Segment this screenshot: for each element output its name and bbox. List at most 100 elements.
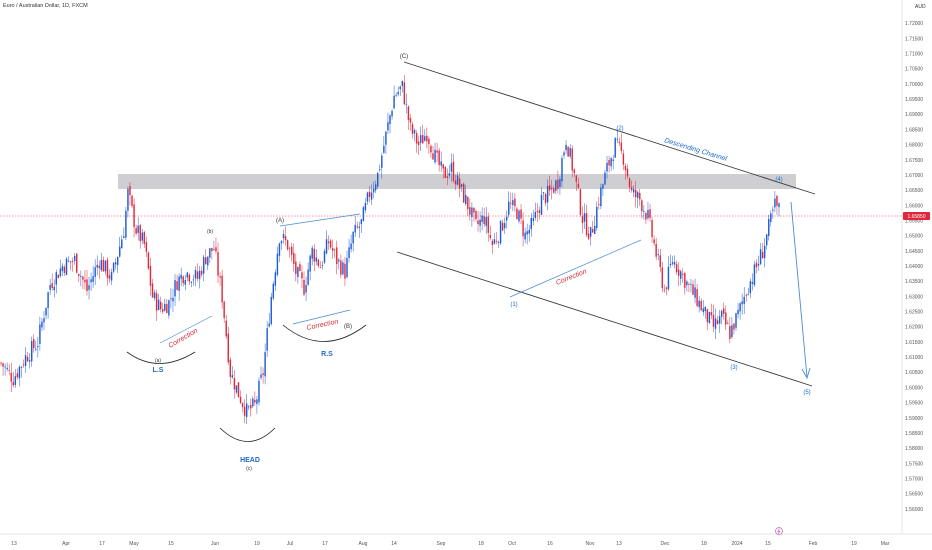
- candle-body: [209, 248, 211, 258]
- candle-body: [182, 276, 184, 284]
- candle-body: [358, 226, 361, 228]
- candle-body: [67, 260, 70, 262]
- candle-body: [200, 270, 203, 275]
- candle-body: [452, 161, 455, 181]
- candle-body: [374, 184, 377, 191]
- candle-body: [379, 169, 381, 171]
- candle-body: [45, 307, 47, 316]
- candle-body: [677, 269, 680, 276]
- candle-body: [579, 189, 582, 215]
- y-tick-label: 1.58000: [905, 446, 923, 452]
- candle-body: [274, 272, 277, 286]
- candle-body: [755, 262, 758, 268]
- candle-body: [30, 341, 33, 362]
- candle-body: [567, 146, 569, 157]
- candle-body: [168, 300, 170, 316]
- candle-body: [602, 184, 604, 189]
- candle-body: [186, 272, 189, 278]
- candle-body: [94, 267, 96, 277]
- candle-body: [743, 296, 745, 304]
- candle-body: [370, 192, 373, 200]
- channel-lower-line[interactable]: [396, 251, 813, 387]
- candle-body: [739, 303, 741, 312]
- candle-body: [559, 179, 561, 187]
- candle-body: [334, 249, 336, 251]
- x-tick-label: Feb: [809, 541, 818, 547]
- candle-body: [76, 253, 78, 273]
- candle-body: [534, 211, 537, 218]
- candle-body: [4, 366, 6, 368]
- candle-body: [473, 207, 475, 213]
- candle-body: [716, 320, 719, 325]
- candle-body: [460, 184, 463, 187]
- candle-body: [227, 333, 229, 363]
- candle-body: [481, 215, 483, 223]
- candle-body: [751, 282, 754, 284]
- svg-text:1.65850: 1.65850: [907, 214, 925, 220]
- candle-body: [630, 187, 633, 191]
- correction-line-left[interactable]: [159, 315, 213, 344]
- candle-body: [41, 321, 43, 328]
- x-tick-label: Dec: [661, 541, 670, 547]
- candle-body: [626, 168, 629, 177]
- x-tick-label: Aug: [359, 541, 368, 547]
- left-shoulder-label: L.S: [153, 367, 164, 374]
- candle-body: [110, 272, 113, 281]
- candle-body: [354, 224, 356, 233]
- candle-body: [770, 213, 772, 222]
- candle-body: [483, 216, 485, 225]
- candle-body: [241, 403, 244, 408]
- channel-upper-line[interactable]: [403, 61, 816, 195]
- y-tick-label: 1.56000: [905, 507, 923, 513]
- projection-arrow[interactable]: [790, 201, 808, 378]
- correction-line-mid[interactable]: [509, 239, 642, 298]
- candle-body: [39, 324, 41, 344]
- candle-body: [653, 239, 655, 244]
- x-tick-label: 18: [701, 541, 707, 547]
- candle-body: [516, 208, 518, 220]
- y-tick-label: 1.68500: [905, 127, 923, 133]
- candle-body: [305, 285, 307, 293]
- candle-body: [651, 220, 653, 238]
- y-tick-label: 1.64000: [905, 264, 923, 270]
- candle-body: [22, 364, 25, 366]
- y-tick-label: 1.71000: [905, 52, 923, 58]
- candle-body: [6, 367, 8, 370]
- y-tick-label: 1.70500: [905, 67, 923, 73]
- candle-body: [610, 158, 612, 167]
- candle-body: [170, 298, 172, 300]
- candle-body: [272, 283, 275, 299]
- candle-body: [164, 303, 166, 311]
- candle-body: [301, 272, 303, 279]
- candle-body: [548, 185, 551, 191]
- y-tick-label: 1.69500: [905, 97, 923, 103]
- time-axis[interactable]: 13 Apr 17 May 15 Jun 19 Jul 17 Aug 14 Sep 18 Oct 16 Nov…: [11, 541, 889, 547]
- candle-body: [381, 155, 383, 168]
- candle-body: [262, 373, 264, 376]
- y-tick-label: 1.58500: [905, 431, 923, 437]
- price-axis[interactable]: 1.72000 1.71500 1.71000 1.70500 1.70000 1.695…: [905, 21, 923, 513]
- candle-body: [475, 210, 477, 220]
- candle-body: [86, 279, 88, 292]
- candle-body: [477, 220, 479, 225]
- candle-body: [585, 213, 588, 236]
- candle-body: [123, 236, 125, 239]
- candle-body: [419, 135, 422, 143]
- candle-body: [696, 289, 698, 306]
- candle-body: [121, 239, 123, 249]
- candle-body: [508, 201, 510, 215]
- candle-body: [616, 138, 618, 140]
- candle-body: [344, 263, 346, 279]
- correction-line-right[interactable]: [292, 309, 351, 325]
- candle-body: [92, 276, 94, 282]
- candle-body: [720, 310, 723, 317]
- candle-body: [497, 242, 500, 243]
- rs-neckline[interactable]: [279, 213, 361, 227]
- candle-body: [575, 175, 578, 182]
- y-tick-label: 1.65000: [905, 234, 923, 240]
- candle-body: [639, 192, 641, 200]
- candle-body: [665, 287, 668, 290]
- candle-body: [749, 281, 752, 294]
- wave-B-label: (B): [344, 324, 352, 330]
